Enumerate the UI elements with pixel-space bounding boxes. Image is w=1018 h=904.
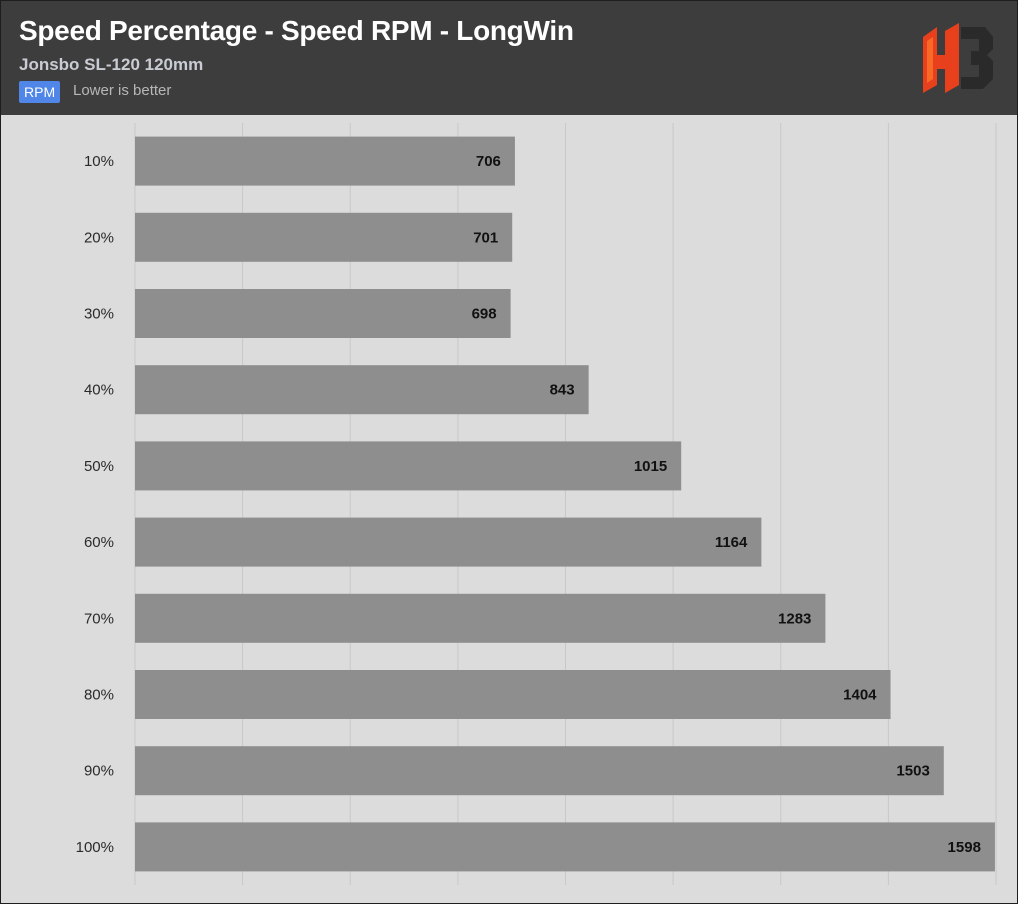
- bar: [135, 593, 826, 643]
- bar-value-label: 701: [473, 229, 498, 246]
- bar-value-label: 706: [476, 153, 501, 170]
- category-tick-label: 60%: [84, 534, 114, 551]
- bar: [135, 365, 589, 415]
- bar-value-label: 1598: [948, 839, 981, 856]
- category-tick-label: 10%: [84, 153, 114, 170]
- bar: [135, 517, 762, 567]
- bar: [135, 289, 511, 338]
- category-tick-label: 50%: [84, 458, 114, 475]
- unit-badge: RPM: [19, 81, 61, 103]
- bar: [135, 822, 995, 872]
- bar-value-label: 1283: [778, 610, 811, 627]
- bar-value-label: 1015: [634, 458, 667, 475]
- bar-value-label: 843: [550, 382, 575, 399]
- category-tick-label: 80%: [84, 687, 114, 704]
- bar-chart: 10% 706 20% 701 30% 698 40% 843 50% 1015 60% 1164 70…: [76, 123, 997, 885]
- bar-value-label: 698: [472, 306, 497, 323]
- category-tick-label: 20%: [84, 229, 114, 246]
- chart-subtitle: Jonsbo SL-120 120mm: [19, 55, 204, 74]
- category-tick-label: 40%: [84, 382, 114, 399]
- bar: [135, 212, 513, 262]
- hb-logo-icon: [923, 23, 993, 93]
- category-tick-label: 70%: [84, 610, 114, 627]
- bar: [135, 136, 515, 186]
- bar: [135, 441, 682, 491]
- category-tick-label: 100%: [76, 839, 114, 856]
- chart-title: Speed Percentage - Speed RPM - LongWin: [19, 15, 574, 46]
- sort-note: Lower is better: [73, 82, 172, 99]
- bar: [135, 670, 891, 719]
- bar: [135, 746, 944, 796]
- chart-header: Speed Percentage - Speed RPM - LongWin J…: [1, 1, 1017, 115]
- bar-value-label: 1164: [715, 534, 748, 551]
- bar-value-label: 1404: [843, 687, 877, 704]
- bar-value-label: 1503: [896, 763, 929, 780]
- category-tick-label: 90%: [84, 763, 114, 780]
- category-tick-label: 30%: [84, 306, 114, 323]
